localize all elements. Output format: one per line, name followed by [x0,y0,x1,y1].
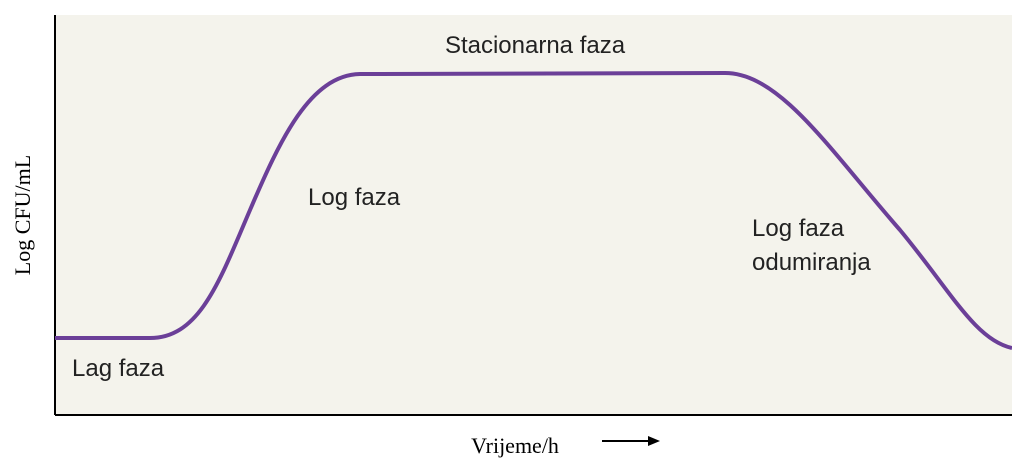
stationary-phase-label: Stacionarna faza [445,32,626,59]
growth-curve [55,70,1012,350]
death-phase-label: Log faza [752,215,845,242]
y-axis-label: Log CFU/mL [10,155,35,275]
death-phase-label: odumiranja [752,249,871,276]
lag-phase-label: Lag faza [72,355,165,382]
time-arrow-head [648,436,660,446]
x-axis-label: Vrijeme/h [471,433,559,458]
log-phase-label: Log faza [308,184,401,211]
plot-area [55,15,1012,415]
